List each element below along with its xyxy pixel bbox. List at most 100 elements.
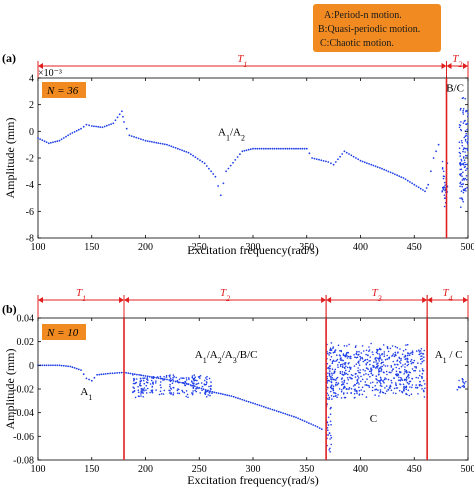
data-point	[376, 382, 378, 384]
data-point	[461, 175, 463, 178]
data-point	[462, 171, 464, 173]
data-point	[163, 143, 166, 146]
data-point	[350, 357, 352, 360]
data-point	[413, 369, 415, 372]
data-point	[52, 141, 54, 144]
data-point	[187, 383, 190, 385]
data-point	[459, 163, 462, 166]
data-point	[286, 147, 289, 150]
panel-a: (a) ×10⁻³ T1 T2 100 150 200 250 300 350 400 450 5…	[2, 51, 474, 257]
data-point	[348, 370, 351, 373]
data-point	[370, 368, 373, 371]
data-point	[366, 361, 369, 364]
data-point	[340, 397, 343, 399]
data-point	[204, 390, 207, 392]
data-point	[379, 347, 381, 350]
data-point	[417, 362, 419, 364]
data-point	[295, 416, 297, 419]
data-point	[155, 376, 158, 379]
data-point	[330, 406, 332, 409]
data-point	[389, 387, 391, 390]
data-point	[358, 360, 360, 363]
data-point	[352, 374, 354, 377]
data-point	[462, 381, 464, 383]
data-point	[204, 393, 207, 396]
data-point	[139, 382, 141, 385]
data-point	[280, 411, 282, 414]
data-point	[339, 363, 342, 366]
data-point	[442, 187, 445, 189]
data-point	[355, 352, 358, 355]
data-point	[252, 147, 254, 150]
data-point	[193, 374, 195, 376]
data-point	[342, 359, 344, 362]
data-point	[197, 382, 200, 385]
interval-arrow-right	[463, 297, 468, 303]
data-point	[402, 383, 405, 386]
data-point	[71, 366, 74, 369]
data-point	[361, 358, 364, 360]
data-point	[421, 368, 424, 370]
data-point	[411, 361, 414, 364]
data-point	[353, 365, 356, 367]
data-point	[374, 394, 376, 396]
data-point	[387, 389, 390, 391]
data-point	[391, 370, 393, 372]
data-point	[191, 392, 193, 394]
data-point	[346, 377, 349, 379]
data-point	[133, 136, 135, 138]
data-point	[50, 141, 52, 144]
data-point	[415, 384, 418, 386]
data-point	[209, 387, 212, 390]
data-point	[60, 138, 63, 141]
y-tick-label: 2	[29, 100, 34, 111]
data-point	[402, 177, 405, 179]
data-point	[367, 368, 369, 371]
data-point	[459, 168, 462, 171]
data-point	[143, 390, 145, 392]
data-point	[338, 361, 340, 364]
data-point	[466, 128, 469, 131]
data-point	[184, 384, 187, 387]
data-point	[303, 420, 306, 423]
data-point	[379, 379, 382, 382]
data-point	[458, 386, 460, 389]
data-point	[381, 365, 384, 368]
data-point	[330, 395, 333, 397]
data-point	[339, 358, 342, 360]
data-point	[96, 373, 98, 376]
data-point	[369, 356, 372, 358]
data-point	[157, 142, 160, 145]
data-point	[194, 379, 197, 382]
data-point	[354, 396, 356, 399]
data-point	[199, 375, 202, 377]
data-point	[374, 367, 377, 369]
data-point	[169, 387, 172, 390]
data-point	[393, 377, 395, 379]
data-point	[408, 377, 410, 379]
data-point	[327, 394, 330, 397]
data-point	[380, 367, 382, 370]
data-point	[145, 384, 148, 387]
data-point	[144, 375, 147, 377]
data-point	[187, 151, 190, 154]
data-point	[347, 355, 350, 358]
data-point	[69, 365, 72, 368]
data-point	[132, 391, 134, 394]
data-point	[159, 377, 162, 380]
data-point	[295, 147, 297, 150]
data-point	[187, 377, 190, 379]
data-point	[349, 366, 351, 369]
data-point	[423, 356, 425, 359]
data-point	[405, 369, 408, 372]
data-point	[100, 373, 103, 376]
data-point	[461, 185, 464, 188]
data-point	[379, 384, 382, 387]
data-point	[243, 149, 246, 152]
data-point	[403, 356, 406, 358]
data-point	[284, 412, 287, 415]
data-point	[293, 415, 295, 418]
data-point	[191, 393, 194, 396]
data-point	[142, 379, 145, 382]
data-point	[151, 391, 154, 394]
